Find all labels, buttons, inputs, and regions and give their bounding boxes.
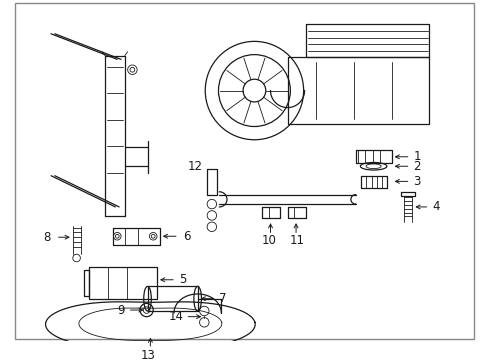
Text: 1: 1 xyxy=(412,150,420,163)
Text: 12: 12 xyxy=(187,160,202,173)
Text: 5: 5 xyxy=(179,273,186,286)
Text: 3: 3 xyxy=(412,175,420,188)
Text: 14: 14 xyxy=(168,310,183,323)
Text: 10: 10 xyxy=(261,234,276,247)
Text: 6: 6 xyxy=(183,230,191,243)
Text: 9: 9 xyxy=(117,303,124,316)
Text: 4: 4 xyxy=(431,201,439,213)
Text: 13: 13 xyxy=(141,349,156,360)
Text: 8: 8 xyxy=(43,231,51,244)
Text: 2: 2 xyxy=(412,160,420,173)
Text: 7: 7 xyxy=(219,292,226,305)
Text: 11: 11 xyxy=(289,234,304,247)
